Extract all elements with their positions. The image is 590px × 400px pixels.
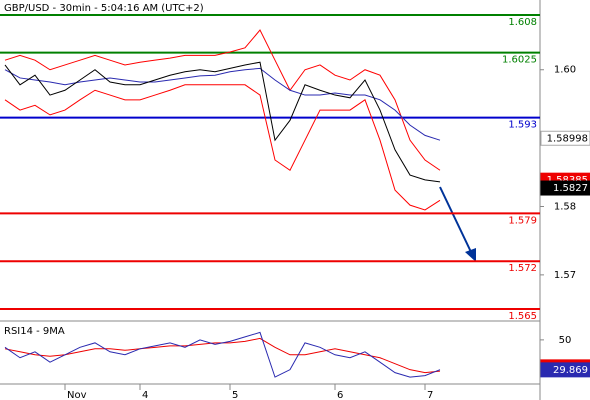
x-tick-label: 5 [232,390,238,400]
level-label: 1.565 [508,311,537,322]
price-marker [540,362,590,378]
level-label: 1.608 [508,17,537,28]
series-line [4,61,441,183]
x-tick-label: 4 [142,390,148,400]
level-label: 1.572 [508,263,537,274]
series-line [4,67,441,141]
series-line [4,331,441,378]
price-marker-label: 1.58998 [547,133,588,144]
x-tick-label: Nov [67,390,87,400]
y-tick-label: 1.58 [554,201,576,212]
forecast-arrow [439,186,472,253]
price-marker-label: 29.869 [553,365,588,376]
series-line [4,84,441,211]
rsi-title: RSI14 - 9MA [4,326,65,337]
y-tick-label: 1.57 [554,270,576,281]
level-label: 1.593 [508,120,537,131]
x-tick-label: 6 [337,390,343,400]
chart-title: GBP/USD - 30min - 5:04:16 AM (UTC+2) [4,3,204,14]
series-line [4,29,441,171]
y-tick-label: 50 [559,335,572,346]
level-label: 1.579 [508,215,537,226]
y-tick-label: 1.60 [554,65,576,76]
x-tick-label: 7 [427,390,433,400]
arrow-head [465,248,476,262]
price-marker [540,130,590,146]
price-marker [540,180,590,196]
price-marker-label: 1.5827 [553,183,588,194]
level-label: 1.6025 [502,55,537,66]
